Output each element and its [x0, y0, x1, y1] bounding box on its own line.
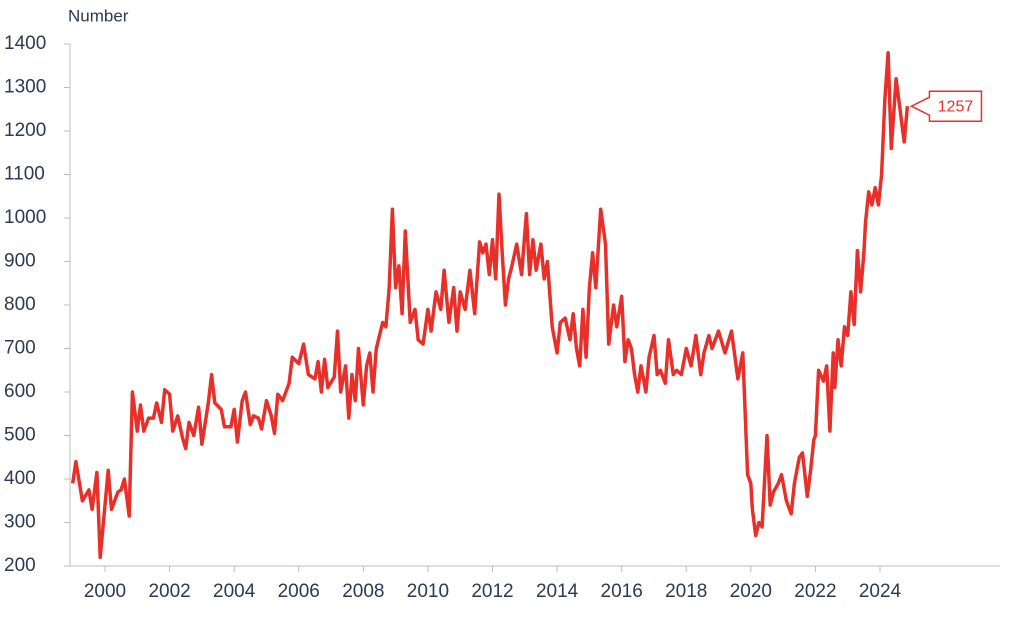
- callout-label: 1257: [938, 98, 974, 115]
- y-tick-label: 200: [4, 555, 36, 576]
- x-tick-label: 2006: [278, 581, 320, 602]
- x-tick-label: 2012: [471, 581, 513, 602]
- y-tick-label: 900: [4, 251, 36, 272]
- x-tick-label: 2004: [213, 581, 256, 602]
- y-tick-label: 1000: [4, 207, 46, 228]
- data-line: [70, 50, 910, 560]
- y-tick-label: 500: [4, 425, 36, 446]
- x-tick-label: 2002: [148, 581, 190, 602]
- x-tick-label: 2020: [730, 581, 772, 602]
- callout-box: [909, 90, 983, 122]
- y-tick-label: 800: [4, 294, 36, 315]
- y-tick-label: 300: [4, 512, 36, 533]
- x-tick-label: 2014: [536, 581, 579, 602]
- y-tick-label: 1100: [4, 164, 45, 185]
- y-tick-label: 1400: [4, 33, 46, 54]
- y-tick-label: 700: [4, 338, 36, 359]
- x-tick-label: 2010: [407, 581, 449, 602]
- x-tick-label: 2018: [665, 581, 707, 602]
- x-tick-label: 2000: [84, 581, 126, 602]
- x-tick-label: 2022: [794, 581, 836, 602]
- y-tick-label: 400: [4, 468, 36, 489]
- x-tick-label: 2016: [601, 581, 643, 602]
- x-tick-label: 2008: [342, 581, 384, 602]
- y-tick-label: 1200: [4, 120, 46, 141]
- y-tick-label: 600: [4, 381, 36, 402]
- y-tick-label: 1300: [4, 77, 46, 98]
- y-axis-label: Number: [68, 6, 129, 25]
- x-tick-label: 2024: [859, 581, 902, 602]
